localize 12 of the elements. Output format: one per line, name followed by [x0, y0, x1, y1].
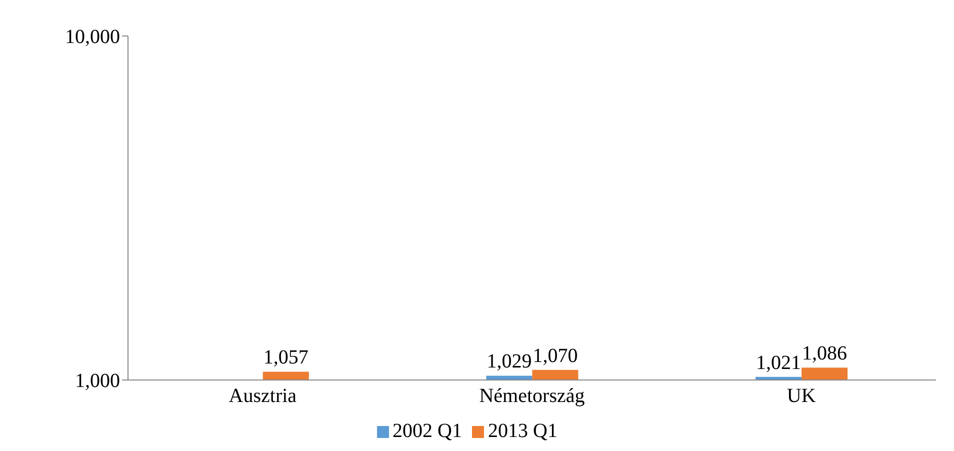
- x-tick-label: Ausztria: [228, 385, 297, 408]
- data-label: 1,057: [263, 346, 308, 369]
- legend-label: 2013 Q1: [488, 420, 558, 442]
- y-tick-label: 1,000: [75, 370, 120, 392]
- x-tick-label: UK: [786, 385, 816, 408]
- data-label: 1,086: [802, 342, 848, 365]
- x-tick-label: Németország: [479, 385, 585, 408]
- data-label: 1,070: [532, 344, 578, 367]
- legend-label: 2002 Q1: [392, 420, 462, 442]
- data-label: 1,029: [486, 350, 532, 373]
- y-tick-label: 10,000: [65, 26, 120, 48]
- data-label: 1,021: [756, 352, 802, 374]
